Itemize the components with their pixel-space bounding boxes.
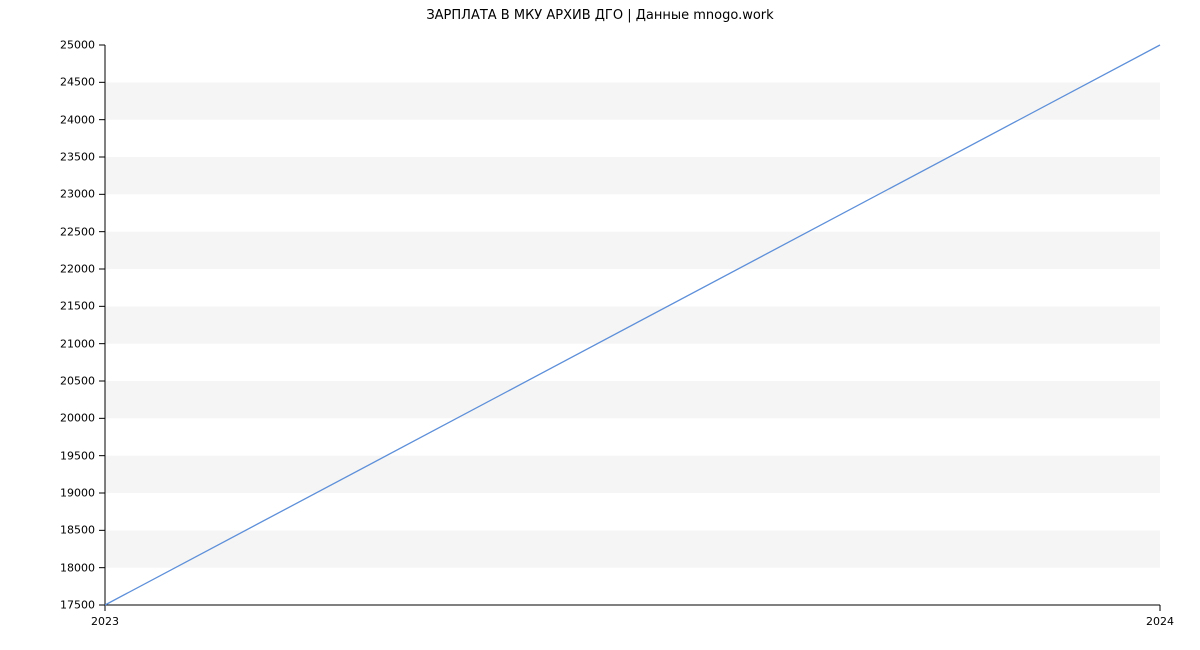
grid-band — [105, 45, 1160, 82]
grid-band — [105, 493, 1160, 530]
y-axis-label: 22000 — [45, 263, 95, 276]
y-axis-label: 22500 — [45, 225, 95, 238]
y-axis-label: 19500 — [45, 449, 95, 462]
y-axis-label: 24500 — [45, 76, 95, 89]
chart-title: ЗАРПЛАТА В МКУ АРХИВ ДГО | Данные mnogo.… — [0, 8, 1200, 23]
plot-svg — [105, 45, 1160, 605]
grid-band — [105, 530, 1160, 567]
grid-band — [105, 269, 1160, 306]
y-axis-label: 19000 — [45, 487, 95, 500]
grid-band — [105, 82, 1160, 119]
grid-band — [105, 456, 1160, 493]
y-axis-label: 24000 — [45, 113, 95, 126]
y-axis-label: 18500 — [45, 524, 95, 537]
y-axis-label: 25000 — [45, 39, 95, 52]
y-axis-label: 23000 — [45, 188, 95, 201]
y-axis-label: 17500 — [45, 599, 95, 612]
grid-band — [105, 568, 1160, 605]
y-axis-label: 20500 — [45, 375, 95, 388]
y-axis-label: 21000 — [45, 337, 95, 350]
grid-band — [105, 232, 1160, 269]
y-axis-label: 20000 — [45, 412, 95, 425]
line-chart: ЗАРПЛАТА В МКУ АРХИВ ДГО | Данные mnogo.… — [0, 0, 1200, 650]
grid-band — [105, 194, 1160, 231]
plot-area: 1750018000185001900019500200002050021000… — [105, 45, 1160, 605]
y-axis-label: 21500 — [45, 300, 95, 313]
x-axis-label: 2024 — [1146, 615, 1174, 628]
grid-band — [105, 120, 1160, 157]
grid-band — [105, 418, 1160, 455]
y-axis-label: 23500 — [45, 151, 95, 164]
grid-band — [105, 344, 1160, 381]
grid-band — [105, 157, 1160, 194]
x-axis-label: 2023 — [91, 615, 119, 628]
y-axis-label: 18000 — [45, 561, 95, 574]
grid-band — [105, 381, 1160, 418]
